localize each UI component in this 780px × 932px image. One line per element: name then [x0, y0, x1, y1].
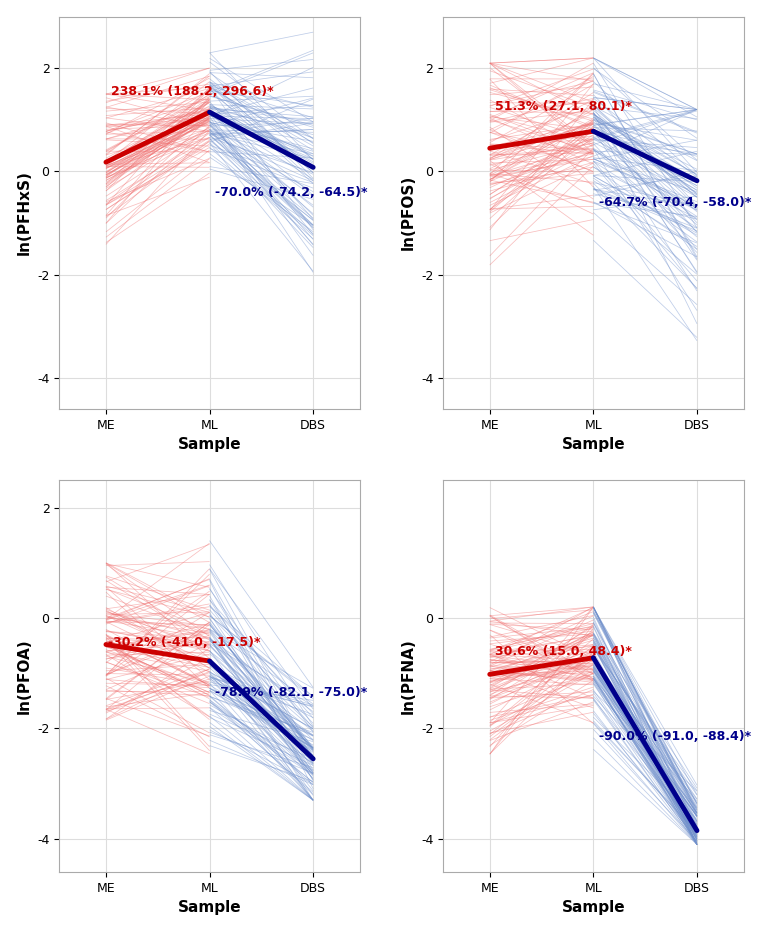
X-axis label: Sample: Sample: [562, 437, 626, 452]
Y-axis label: ln(PFHxS): ln(PFHxS): [16, 171, 32, 255]
Y-axis label: ln(PFOA): ln(PFOA): [16, 638, 32, 714]
Text: 30.6% (15.0, 48.4)*: 30.6% (15.0, 48.4)*: [495, 645, 632, 658]
Text: -78.9% (-82.1, -75.0)*: -78.9% (-82.1, -75.0)*: [215, 686, 367, 699]
X-axis label: Sample: Sample: [178, 900, 241, 915]
Y-axis label: ln(PFOS): ln(PFOS): [400, 175, 416, 251]
Text: 238.1% (188.2, 296.6)*: 238.1% (188.2, 296.6)*: [111, 85, 274, 98]
X-axis label: Sample: Sample: [178, 437, 241, 452]
X-axis label: Sample: Sample: [562, 900, 626, 915]
Text: 51.3% (27.1, 80.1)*: 51.3% (27.1, 80.1)*: [495, 101, 632, 114]
Y-axis label: ln(PFNA): ln(PFNA): [400, 638, 416, 714]
Text: -70.0% (-74.2, -64.5)*: -70.0% (-74.2, -64.5)*: [215, 185, 367, 199]
Text: -30.2% (-41.0, -17.5)*: -30.2% (-41.0, -17.5)*: [108, 637, 261, 650]
Text: -64.7% (-70.4, -58.0)*: -64.7% (-70.4, -58.0)*: [598, 196, 751, 209]
Text: -90.0% (-91.0, -88.4)*: -90.0% (-91.0, -88.4)*: [598, 731, 750, 743]
